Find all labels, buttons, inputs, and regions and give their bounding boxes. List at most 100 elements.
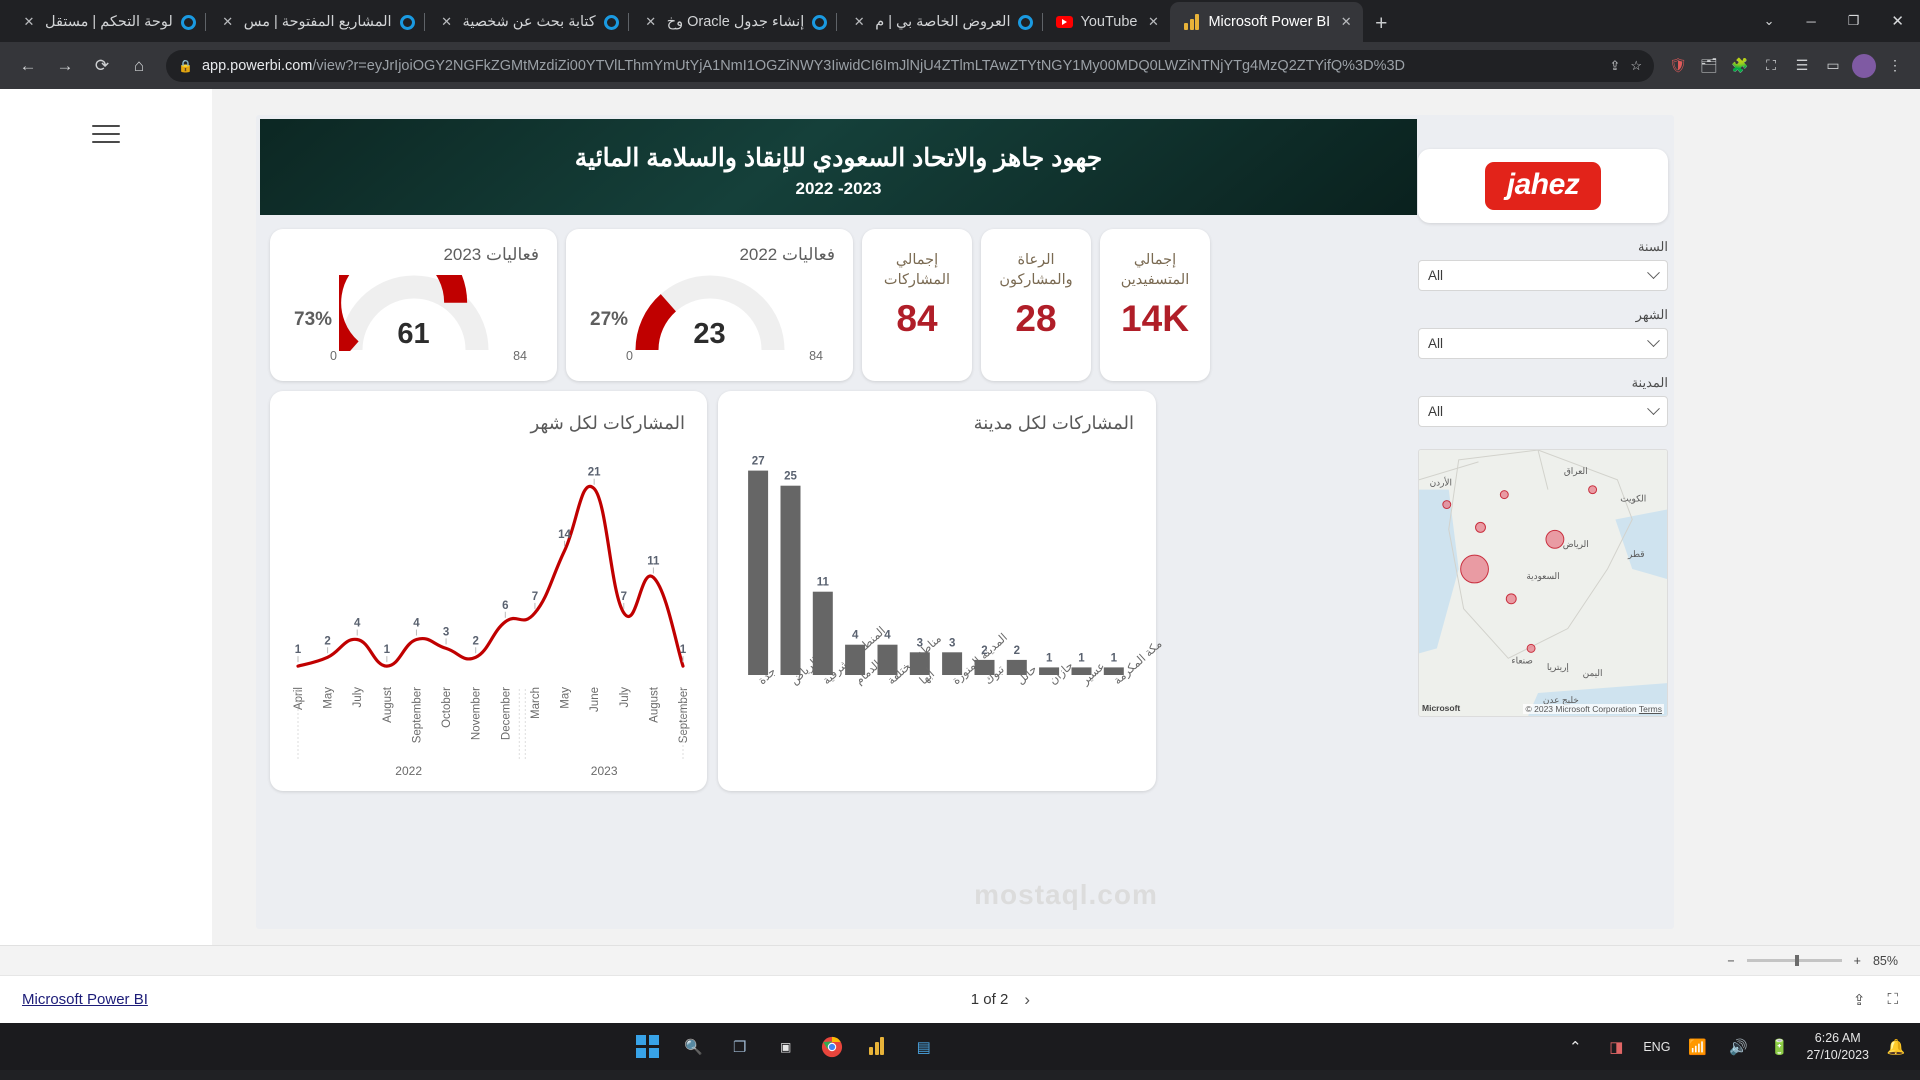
windows-start-icon[interactable]	[634, 1033, 662, 1061]
browser-tab[interactable]: لوحة التحكم | مستقل ✕	[6, 2, 205, 42]
hamburger-menu-icon[interactable]	[92, 125, 120, 143]
lock-icon: 🔒	[178, 58, 193, 73]
browser-tab[interactable]: كتابة بحث عن شخصية ✕	[423, 2, 628, 42]
svg-text:March: March	[530, 687, 542, 719]
fullscreen-icon[interactable]: ⛶	[1887, 990, 1898, 1008]
star-icon[interactable]: ☆	[1630, 57, 1642, 73]
share-icon[interactable]: ⇪	[1609, 57, 1621, 73]
powerbi-icon[interactable]	[864, 1033, 892, 1061]
close-icon[interactable]: ✕	[1148, 14, 1159, 29]
notes-icon[interactable]: ▤	[916, 1038, 931, 1056]
puzzle-icon[interactable]: 🧩	[1731, 57, 1749, 73]
address-bar[interactable]: 🔒 app.powerbi.com/view?r=eyJrIjoiOGY2NGF…	[166, 49, 1654, 82]
svg-text:الكويت: الكويت	[1620, 494, 1646, 505]
language-indicator[interactable]: ENG	[1643, 1039, 1671, 1054]
cast-icon[interactable]: ⛶	[1766, 57, 1776, 73]
browser-tab[interactable]: العروض الخاصة بي | م ✕	[836, 2, 1042, 42]
notification-icon[interactable]: ◨	[1609, 1038, 1624, 1056]
svg-text:2: 2	[324, 635, 330, 647]
close-icon[interactable]: ✕	[222, 14, 234, 29]
svg-text:العراق: العراق	[1564, 466, 1588, 477]
filter-dropdown-year[interactable]: All	[1418, 260, 1668, 291]
kpi-card-total-participations[interactable]: إجمالي المشاركات 84	[862, 229, 972, 381]
svg-text:April: April	[293, 687, 305, 710]
jahez-logo-text: jahez	[1484, 162, 1602, 210]
reload-icon[interactable]: ⟳	[94, 55, 110, 75]
kpi-card-sponsors[interactable]: الرعاة والمشاركون 28	[981, 229, 1091, 381]
close-icon[interactable]: ✕	[23, 14, 35, 29]
browser-tab[interactable]: YouTube ✕	[1042, 2, 1170, 42]
wifi-icon[interactable]: 📶	[1688, 1038, 1707, 1056]
svg-text:May: May	[560, 687, 572, 709]
kpi-value: 84	[896, 298, 938, 340]
gauge-arc-2022	[635, 275, 785, 351]
chrome-icon[interactable]	[818, 1033, 846, 1061]
svg-text:3: 3	[917, 637, 923, 649]
close-icon[interactable]: ✕	[853, 14, 865, 29]
windows-taskbar: 🔍 ❐ ▣ ▤ ⌃ ◨ ENG 📶 🔊 🔋 6:26 AM 27/10/2023…	[0, 1023, 1920, 1070]
clock[interactable]: 6:26 AM 27/10/2023	[1806, 1030, 1869, 1064]
zoom-in-button[interactable]: +	[1853, 953, 1861, 968]
bar-chart-panel[interactable]: المشاركات لكل مدينة 27 جدة 25 الرياض 11 المنط…	[718, 391, 1165, 791]
close-icon[interactable]: ✕	[645, 14, 657, 29]
browser-tab[interactable]: المشاريع المفتوحة | مس ✕	[204, 2, 424, 42]
notification-center-icon[interactable]: 🔔	[1886, 1038, 1906, 1056]
svg-text:4: 4	[852, 630, 859, 642]
powerbi-status-bar: Microsoft Power BI 1 of 2 › ⇪ ⛶	[0, 975, 1920, 1023]
extension-icon[interactable]: 🗂	[1700, 57, 1718, 73]
reading-list-icon[interactable]: ☰	[1795, 57, 1809, 73]
browser-tab[interactable]: إنشاء جدول Oracle وخ ✕	[627, 2, 837, 42]
zoom-slider[interactable]	[1746, 955, 1842, 966]
svg-text:July: July	[619, 687, 631, 708]
zoom-out-button[interactable]: −	[1727, 953, 1735, 968]
gauge-percent: 73%	[294, 309, 333, 330]
home-icon[interactable]: ⌂	[133, 55, 145, 75]
tab-search-icon[interactable]: ⌄	[1763, 13, 1775, 28]
filter-dropdown-city[interactable]: All	[1418, 396, 1668, 427]
kpi-label: إجمالي المشاركات	[883, 252, 951, 288]
gauge-percent: 27%	[590, 309, 629, 330]
close-icon[interactable]: ✕	[1340, 14, 1352, 29]
kebab-menu-icon[interactable]: ⋮	[1888, 57, 1902, 73]
battery-icon[interactable]: 🔋	[1770, 1038, 1789, 1056]
close-window-button[interactable]: ✕	[1891, 13, 1904, 30]
opera-ring-icon	[180, 14, 197, 31]
brand-logo: jahez	[1418, 149, 1668, 223]
svg-text:2: 2	[1014, 645, 1020, 657]
svg-text:4: 4	[354, 618, 361, 630]
map-visual[interactable]: العراق الكويت الرياض السعودية قطر صنعاء إريتري…	[1418, 449, 1668, 717]
browser-tab-active[interactable]: Microsoft Power BI ✕	[1170, 2, 1364, 42]
filter-value: All	[1428, 268, 1444, 283]
powerbi-brand-link[interactable]: Microsoft Power BI	[22, 991, 148, 1008]
bar-chart-plot: 27 جدة 25 الرياض 11 المنطقة الشرقية 4 الدمام 4 من…	[718, 437, 1165, 791]
maximize-button[interactable]: ❐	[1847, 13, 1860, 28]
chevron-right-icon[interactable]: ›	[1024, 989, 1030, 1009]
avatar[interactable]	[1851, 53, 1877, 79]
terminal-icon[interactable]: ▣	[780, 1039, 792, 1054]
filter-label: المدينة	[1631, 375, 1668, 390]
line-chart-panel[interactable]: المشاركات لكل شهر 1 2 4 1 4 3 2 6 7 14 21 7 11 1 April…	[270, 391, 707, 791]
svg-text:11: 11	[647, 555, 660, 567]
sidepanel-icon[interactable]: ▭	[1826, 57, 1840, 73]
new-tab-button[interactable]: +	[1375, 12, 1388, 35]
svg-text:11: 11	[817, 577, 830, 589]
close-icon[interactable]: ✕	[441, 14, 452, 29]
forward-arrow-icon[interactable]: →	[56, 55, 74, 75]
filter-dropdown-month[interactable]: All	[1418, 328, 1668, 359]
share-icon[interactable]: ⇪	[1852, 991, 1866, 1009]
svg-text:3: 3	[949, 637, 955, 649]
map-terms-link[interactable]: Terms	[1638, 704, 1662, 714]
back-arrow-icon[interactable]: ←	[19, 55, 37, 75]
kpi-card-beneficiaries[interactable]: إجمالي المتسفيدين 14K	[1100, 229, 1210, 381]
opera-ring-icon	[399, 14, 416, 31]
show-hidden-icons[interactable]: ⌃	[1569, 1038, 1582, 1056]
gauge-card-2023[interactable]: فعاليات 2023 73% 61 0 84	[270, 229, 557, 381]
volume-icon[interactable]: 🔊	[1729, 1038, 1748, 1056]
minimize-button[interactable]: ─	[1806, 13, 1816, 29]
chevron-down-icon	[1647, 334, 1660, 348]
gauge-card-2022[interactable]: فعاليات 2022 27% 23 0 84	[566, 229, 853, 381]
shield-icon[interactable]: 🛡	[1669, 57, 1687, 73]
page-title: جهود جاهز والاتحاد السعودي للإنقاذ والسل…	[574, 144, 1103, 172]
task-view-icon[interactable]: ❐	[732, 1038, 747, 1056]
search-icon[interactable]: 🔍	[684, 1038, 704, 1056]
